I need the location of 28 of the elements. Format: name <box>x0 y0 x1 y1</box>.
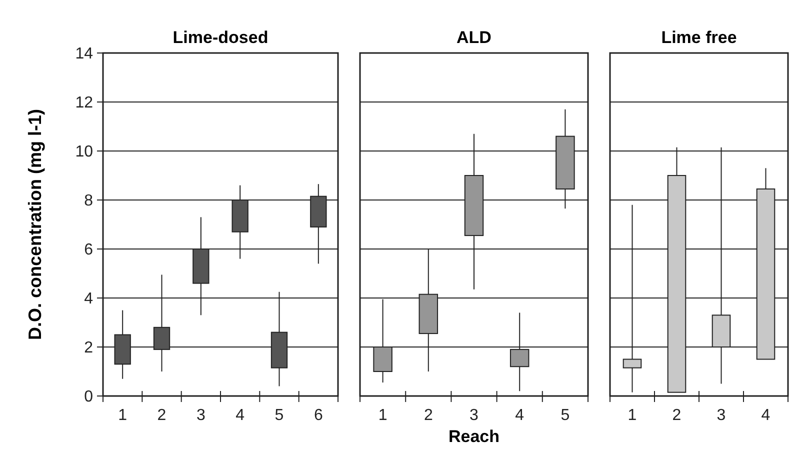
chart-title: Lime-dosed <box>172 28 268 47</box>
y-tick-label: 14 <box>75 46 94 63</box>
y-tick-label: 0 <box>84 388 94 406</box>
x-tick-label: 4 <box>236 407 245 424</box>
x-tick-label: 3 <box>716 407 726 424</box>
x-tick-label: 3 <box>196 407 206 424</box>
x-tick-label: 1 <box>628 407 637 424</box>
x-tick-label: 2 <box>672 407 682 424</box>
chart-title: ALD <box>456 28 492 47</box>
x-tick-label: 6 <box>314 407 323 424</box>
x-tick-label: 1 <box>378 407 388 424</box>
x-tick-label: 4 <box>515 407 524 424</box>
y-tick-label: 2 <box>84 340 94 357</box>
y-tick-label: 12 <box>75 94 94 112</box>
x-tick-label: 2 <box>157 407 166 424</box>
y-tick-label: 6 <box>84 242 94 259</box>
x-tick-label: 3 <box>470 407 479 424</box>
x-tick-label: 5 <box>560 407 570 424</box>
x-tick-label: 4 <box>761 407 770 424</box>
y-tick-label: 8 <box>84 192 94 210</box>
y-tick-label: 10 <box>75 144 94 161</box>
x-tick-label: 5 <box>274 407 284 424</box>
x-tick-label: 2 <box>424 407 433 424</box>
y-axis-title: D.O. concentration (mg l-1) <box>25 108 45 340</box>
x-axis-title: Reach <box>448 427 500 446</box>
y-tick-label: 4 <box>84 290 94 308</box>
chart-title: Lime free <box>661 28 737 47</box>
x-tick-label: 1 <box>118 407 128 424</box>
